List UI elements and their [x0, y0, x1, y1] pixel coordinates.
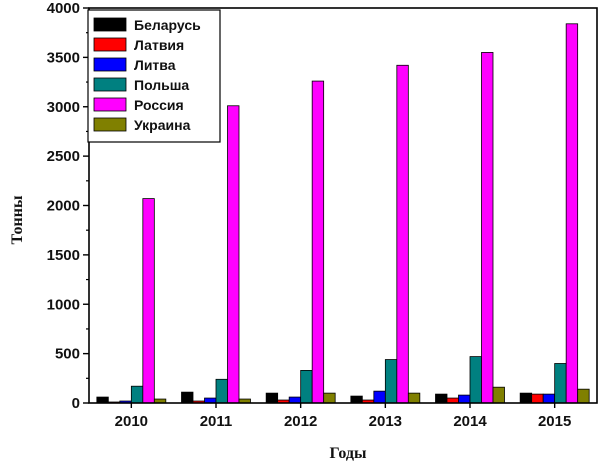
legend-label: Украина: [134, 117, 191, 133]
y-tick-label: 3000: [47, 99, 80, 116]
legend-swatch: [93, 37, 127, 52]
y-tick-label: 500: [55, 346, 80, 363]
bar-2013-3: [384, 359, 398, 404]
legend-swatch: [93, 57, 127, 72]
y-tick-label: 0: [72, 395, 80, 412]
x-ticks-group: 2010 2011 2012 2013 2014 2015: [115, 403, 571, 430]
bar-2012-0: [265, 392, 279, 404]
x-tick-label: 2014: [453, 413, 487, 430]
bar-2015-1: [531, 393, 544, 404]
bar-2013-4: [396, 64, 409, 404]
bar-2013-0: [350, 395, 363, 404]
bar-2011-0: [181, 391, 194, 404]
bar-2012-2: [288, 396, 302, 404]
legend-label: Россия: [134, 97, 184, 113]
bar-2014-2: [458, 394, 471, 404]
bar-2015-5: [577, 388, 590, 404]
x-tick-label: 2010: [115, 413, 148, 430]
bar-2011-3: [215, 378, 228, 404]
y-tick-label: 1500: [47, 247, 80, 264]
bar-2014-3: [469, 356, 482, 404]
bar-2015-3: [554, 363, 567, 404]
bar-2015-4: [565, 23, 579, 404]
bar-2014-0: [435, 393, 448, 404]
legend-label: Литва: [134, 57, 176, 73]
y-axis-title: Тонны: [9, 195, 26, 244]
bar-2010-3: [130, 385, 144, 404]
y-tick-label: 2500: [47, 148, 80, 165]
legend-swatch: [93, 117, 127, 132]
legend: Беларусь Латвия Литва Польша Россия Украина: [87, 9, 221, 143]
legend-swatch: [93, 17, 127, 32]
legend-swatch: [93, 77, 127, 92]
y-tick-label: 3500: [47, 49, 80, 66]
legend-swatch: [93, 97, 127, 112]
x-tick-label: 2012: [284, 413, 317, 430]
bar-2014-4: [481, 52, 494, 404]
bar-2010-0: [96, 396, 109, 404]
bar-2012-4: [311, 80, 325, 404]
bar-2015-2: [542, 393, 556, 404]
y-tick-label: 1000: [47, 296, 80, 313]
bar-2012-3: [300, 370, 313, 404]
bar-2011-4: [227, 105, 240, 404]
y-ticks-group: 0 500 1000 1500 2000 2500 3000 3500 4000: [47, 0, 89, 412]
bar-2014-5: [492, 386, 505, 404]
bars-group: [96, 23, 590, 404]
y-tick-label: 2000: [47, 198, 80, 215]
x-tick-label: 2013: [369, 413, 402, 430]
bar-2013-5: [407, 392, 421, 404]
x-tick-label: 2011: [200, 413, 233, 430]
legend-label: Беларусь: [134, 17, 201, 33]
bar-2010-4: [142, 198, 155, 404]
x-tick-label: 2015: [538, 413, 571, 430]
legend-label: Латвия: [134, 37, 184, 53]
x-axis-title: Годы: [330, 445, 367, 462]
bar-2012-5: [323, 392, 336, 404]
y-tick-label: 4000: [47, 0, 80, 17]
bar-2013-2: [373, 390, 386, 404]
bar-2015-0: [519, 392, 533, 404]
legend-label: Польша: [134, 77, 189, 93]
